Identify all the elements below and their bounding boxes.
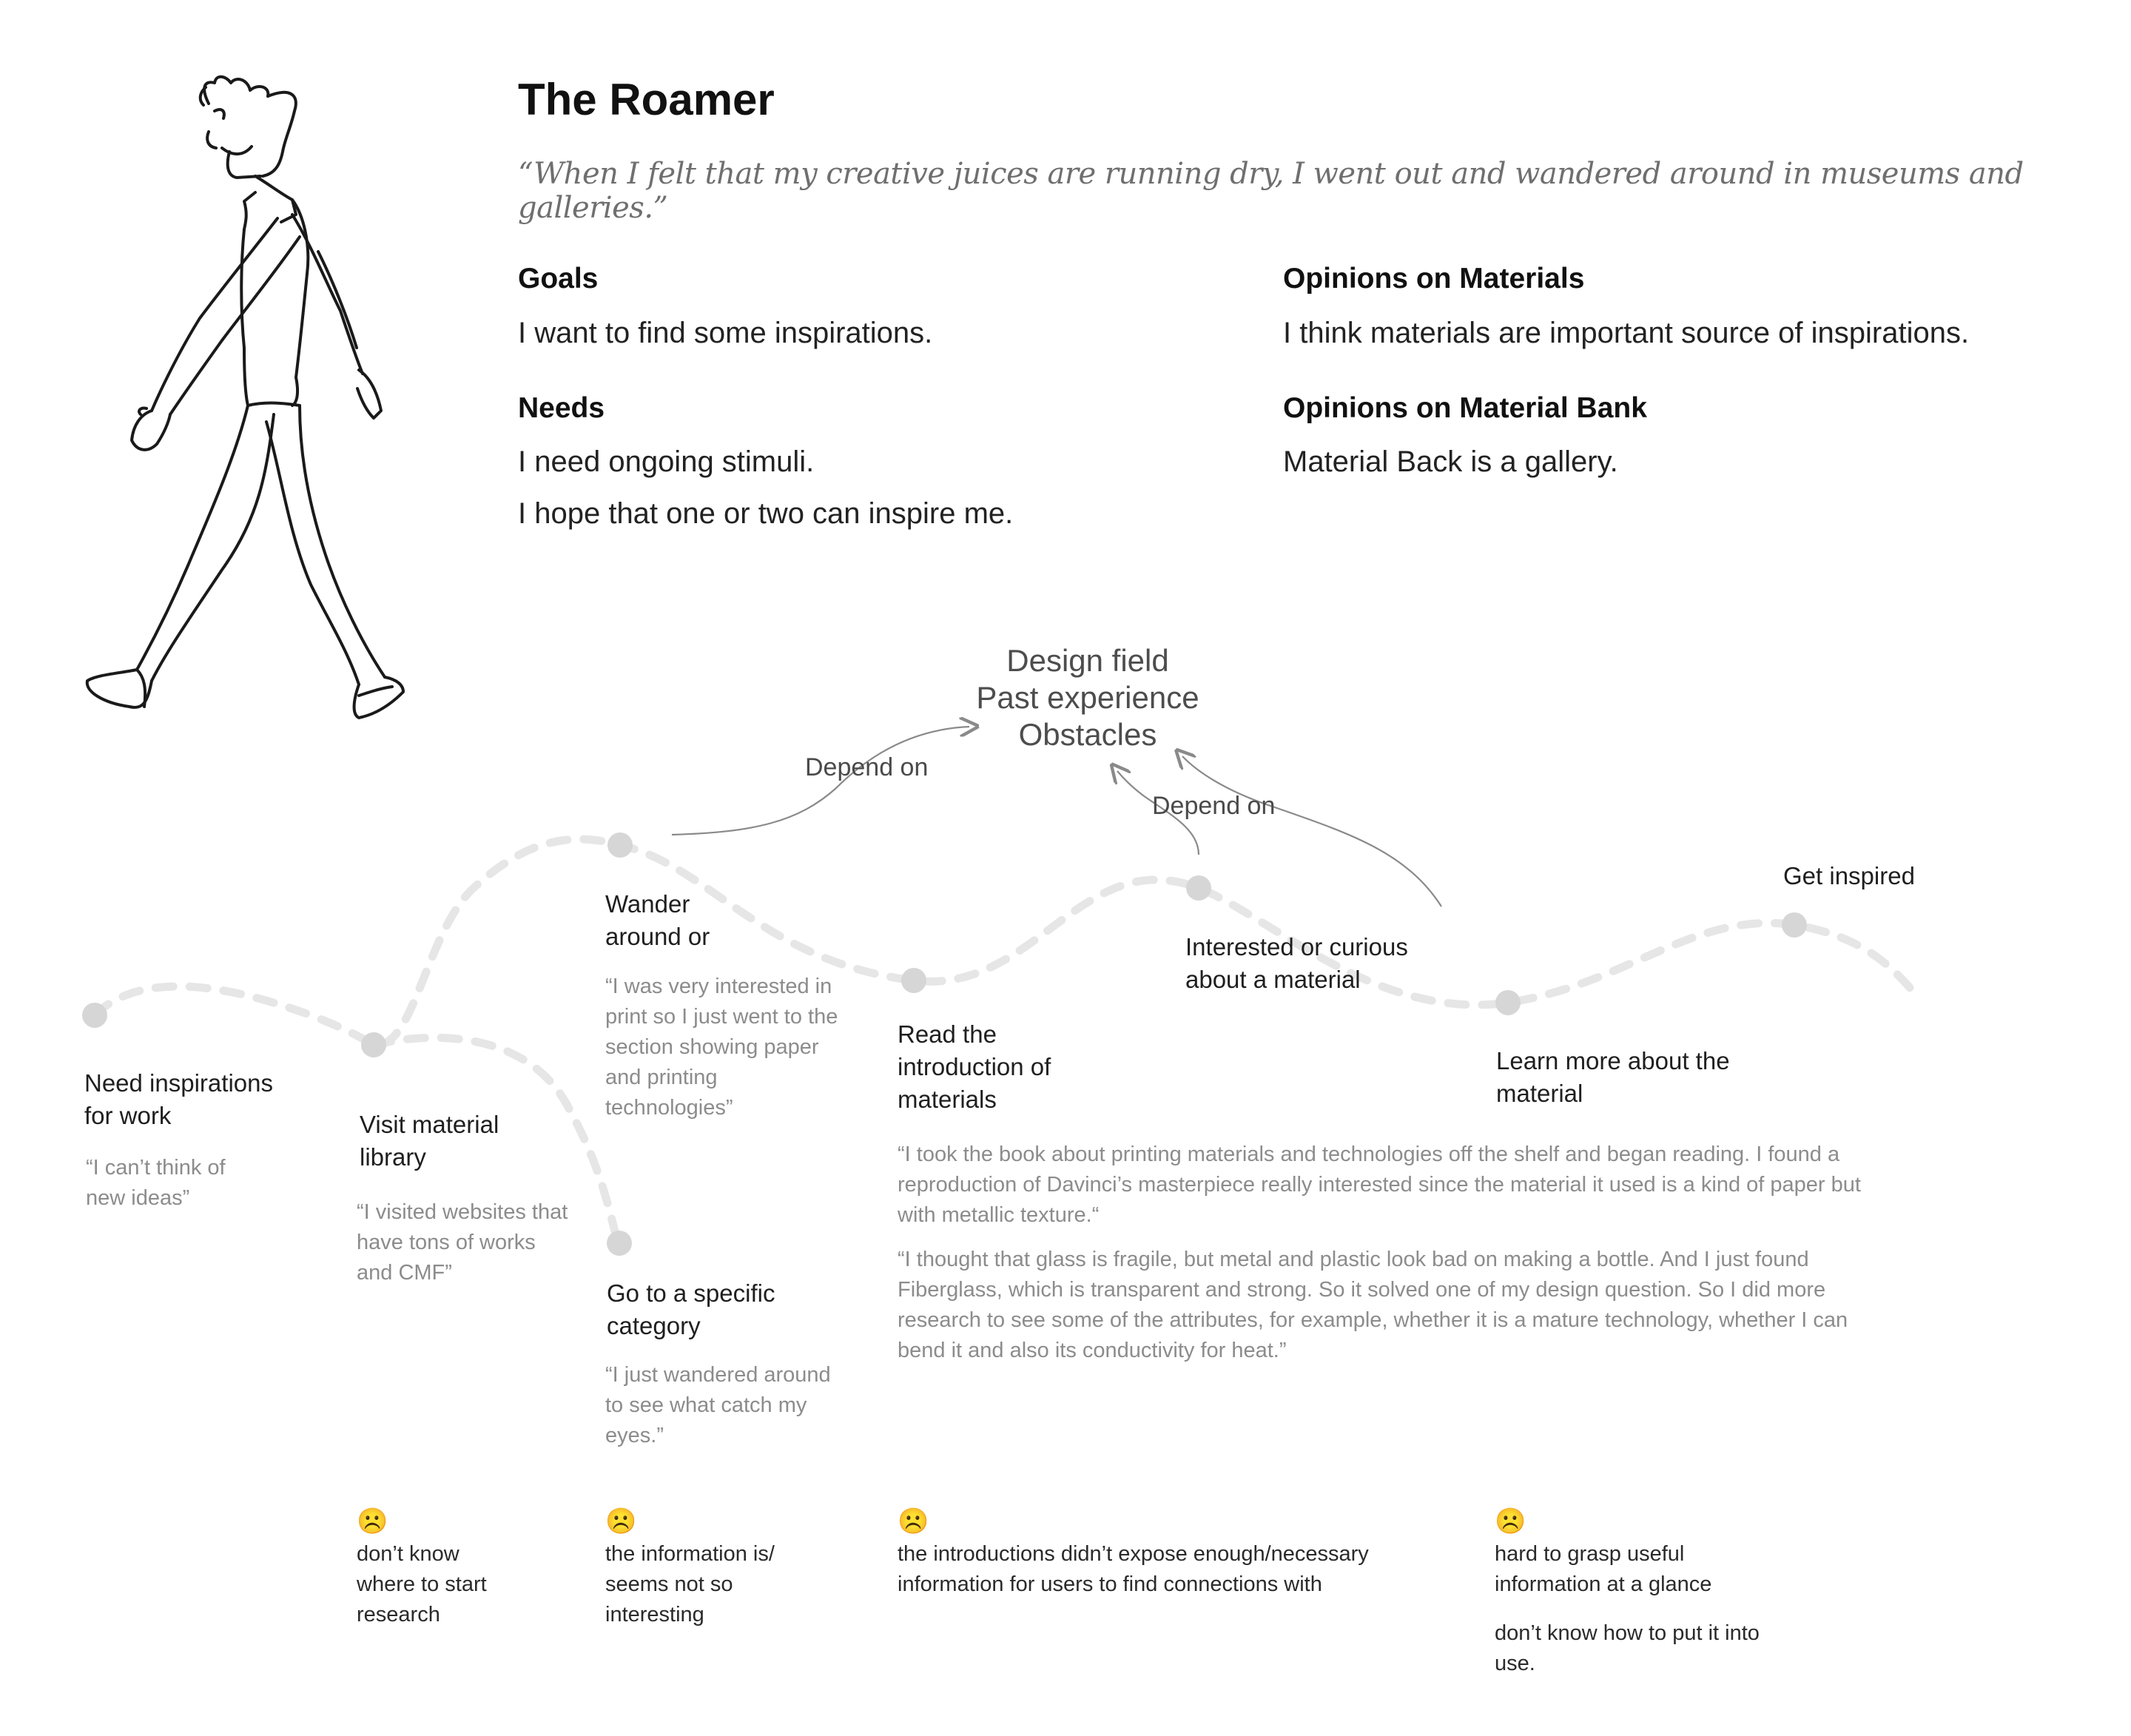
pain-point-text: the introductions didn’t expose enough/n… [898,1542,1369,1596]
needs-text-1: I need ongoing stimuli. [518,445,815,478]
node-need-inspirations [82,1003,107,1028]
depend-arrow-2 [1117,771,1200,855]
pain-point-text: the information is/seems not so interesti… [605,1542,775,1626]
pain-point-extra-text: don’t know how to put it into use. [1495,1621,1760,1675]
journey-path-branch [369,1033,622,1248]
long-quote-printing-book: “I took the book about printing material… [898,1143,1861,1227]
needs-heading: Needs [518,392,605,424]
node-interested [1186,875,1211,901]
step-label-need-inspirations: Need inspirations for work [84,1069,273,1129]
frowning-face-icon: ☹️ [605,1507,637,1535]
pain-point-2: ☹️ the information is/seems not so intere… [605,1507,775,1630]
depend-arrow-3 [1182,756,1442,907]
step-label-get-inspired: Get inspired [1783,862,1915,889]
step-label-read-introduction: Read the introduction of materials [898,1020,1051,1113]
step-label-wander: Wander around or [605,890,710,950]
node-get-inspired [1782,912,1807,938]
node-specific-category [607,1231,632,1256]
factor-design-field: Design field [1006,643,1169,678]
step-quote-specific-category: “I just wandered around to see what catch… [605,1363,831,1447]
depend-label-1: Depend on [805,753,929,781]
persona-sketch-illustration [85,75,405,719]
step-quote-need-inspirations: “I can’t think of new ideas” [86,1156,226,1210]
opinions-materials-text: I think materials are important source o… [1283,317,1970,349]
step-label-visit-library: Visit material library [360,1111,499,1171]
depend-label-2: Depend on [1152,792,1276,820]
pain-point-1: ☹️ don’t know where to start research [357,1507,487,1630]
pain-point-text: hard to grasp useful information at a gla… [1495,1542,1712,1596]
persona-quote: “When I felt that my creative juices are… [518,157,2024,225]
opinions-bank-heading: Opinions on Material Bank [1283,392,1647,424]
step-label-learn-more: Learn more about the material [1496,1047,1730,1107]
node-visit-library [361,1032,386,1057]
pain-point-4: ☹️ hard to grasp useful information at a … [1495,1507,1760,1679]
frowning-face-icon: ☹️ [1495,1507,1526,1535]
frowning-face-icon: ☹️ [357,1507,388,1535]
goals-heading: Goals [518,263,599,295]
node-wander [607,832,633,858]
step-quote-visit-library: “I visited websites that have tons of wor… [357,1200,568,1285]
opinions-materials-heading: Opinions on Materials [1283,263,1585,295]
node-learn-more [1495,990,1521,1015]
factor-past-experience: Past experience [976,680,1199,715]
node-read-introduction [901,968,926,993]
pain-point-text: don’t know where to start research [357,1542,487,1626]
step-label-interested: Interested or curious about a material [1185,933,1408,993]
frowning-face-icon: ☹️ [898,1507,929,1535]
factor-obstacles: Obstacles [1018,717,1157,752]
needs-text-2: I hope that one or two can inspire me. [518,497,1014,530]
step-quote-wander: “I was very interested in print so I just… [605,975,838,1120]
depend-arrow-1 [671,727,969,836]
journey-path-main [90,835,1921,1049]
persona-title: The Roamer [518,75,775,124]
goals-text: I want to find some inspirations. [518,317,933,349]
opinions-bank-text: Material Back is a gallery. [1283,445,1618,478]
step-label-specific-category: Go to a specific category [607,1279,775,1339]
pain-point-3: ☹️ the introductions didn’t expose enoug… [898,1507,1369,1600]
long-quote-fiberglass: “I thought that glass is fragile, but me… [898,1248,1848,1362]
